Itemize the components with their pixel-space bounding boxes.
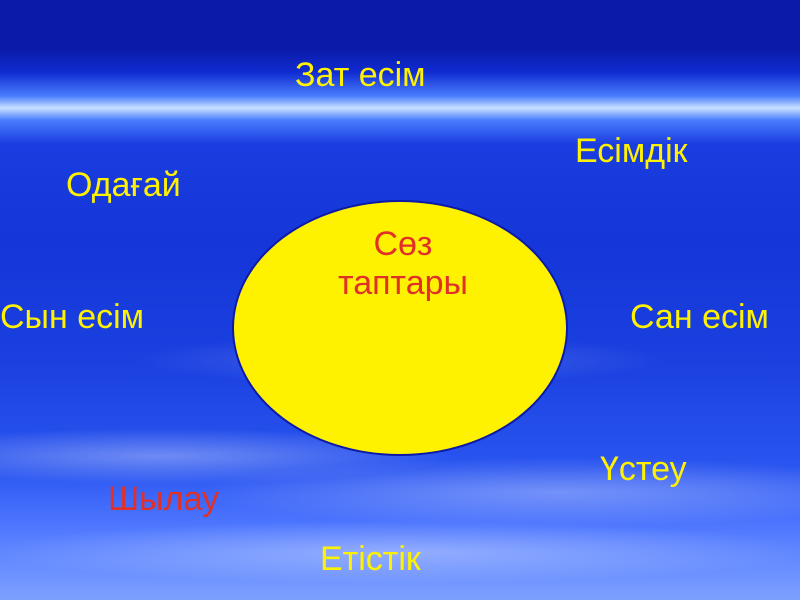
center-label: Сөз таптары	[308, 225, 498, 303]
label-zat-esim: Зат есім	[295, 56, 426, 95]
label-etistik: Етістік	[320, 540, 421, 579]
label-shylau: Шылау	[108, 480, 219, 519]
label-esimdik: Есімдік	[575, 132, 688, 171]
label-odagai: Одағай	[66, 166, 181, 205]
label-san-esim: Сан есім	[630, 298, 769, 337]
label-usteu: Үстеу	[600, 450, 687, 489]
label-syn-esim: Сын есім	[0, 298, 144, 337]
